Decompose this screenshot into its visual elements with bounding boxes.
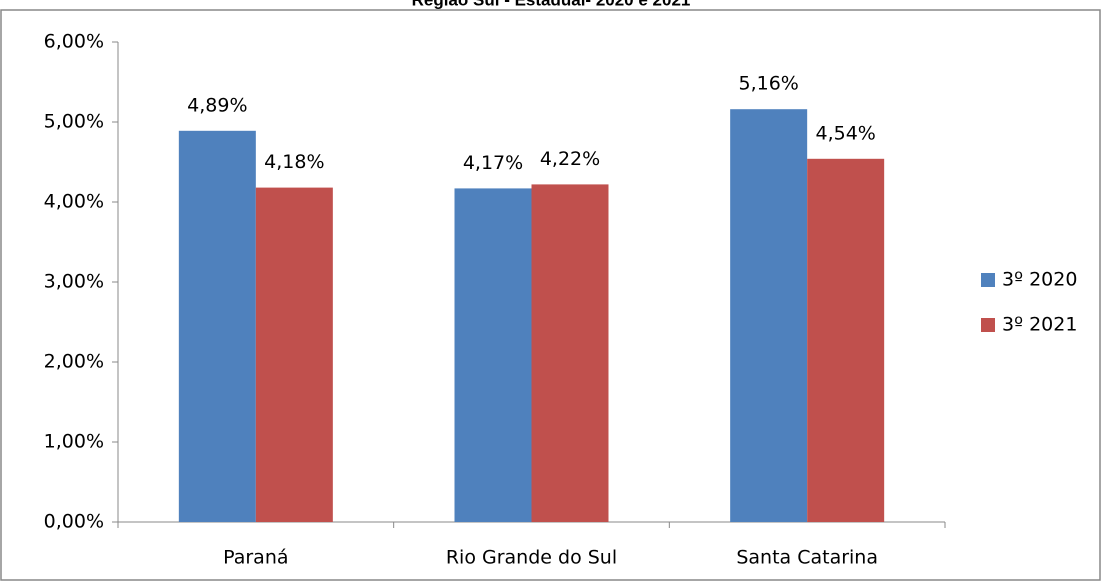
value-label: 4,54% [815, 122, 875, 144]
bar [807, 158, 885, 523]
x-tick-label: Rio Grande do Sul [446, 547, 617, 569]
x-tick-label: Santa Catarina [736, 547, 878, 569]
y-tick-label: 5,00% [44, 111, 104, 133]
value-label: 4,17% [463, 152, 523, 174]
y-tick-label: 6,00% [44, 31, 104, 53]
legend-swatch [981, 318, 995, 332]
chart-title: Região Sul - Estadual- 2020 e 2021 [412, 0, 691, 9]
legend-label: 3º 2021 [1002, 314, 1077, 336]
bar [730, 109, 808, 522]
bar [454, 188, 532, 522]
value-label: 4,22% [540, 148, 600, 170]
value-label: 4,89% [187, 94, 247, 116]
y-tick-label: 0,00% [44, 511, 104, 533]
legend-label: 3º 2020 [1002, 269, 1077, 291]
value-label: 4,18% [264, 151, 324, 173]
y-tick-label: 4,00% [44, 191, 104, 213]
x-tick-label: Paraná [223, 547, 288, 569]
bar [178, 130, 256, 523]
value-label: 5,16% [738, 73, 798, 95]
y-tick-label: 3,00% [44, 271, 104, 293]
legend-swatch [981, 273, 995, 287]
bar [255, 187, 333, 522]
y-tick-label: 1,00% [44, 431, 104, 453]
y-tick-label: 2,00% [44, 351, 104, 373]
bar [531, 184, 609, 522]
